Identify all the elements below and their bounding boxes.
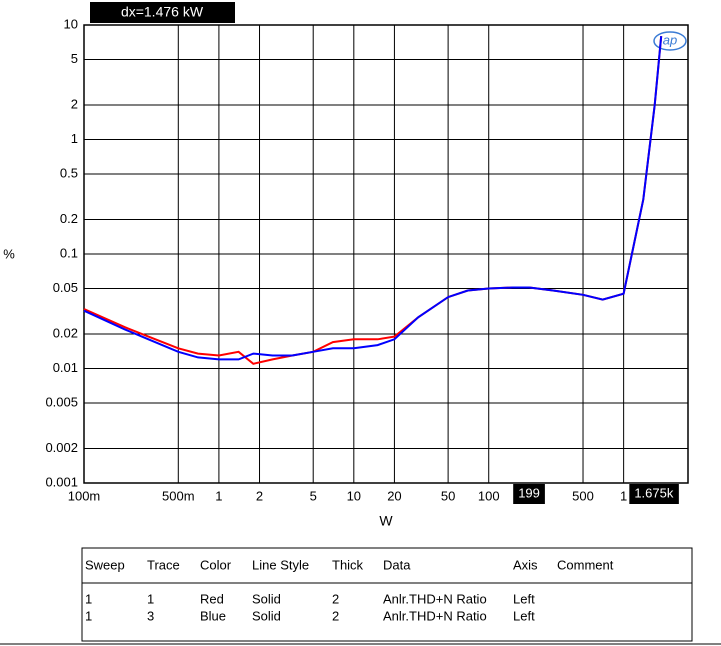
table-cell: Anlr.THD+N Ratio bbox=[383, 591, 487, 606]
y-tick-label: 0.5 bbox=[60, 165, 78, 180]
cursor-box bbox=[513, 484, 545, 504]
x-tick-label: 500 bbox=[572, 488, 594, 503]
y-tick-label: 0.005 bbox=[45, 394, 78, 409]
table-cell: Solid bbox=[252, 591, 281, 606]
x-tick-label: 500m bbox=[162, 488, 195, 503]
table-header: Trace bbox=[147, 557, 180, 572]
x-tick-label: 10 bbox=[347, 488, 361, 503]
cursor-label: 1.675k bbox=[634, 485, 674, 500]
cursor-label: 199 bbox=[518, 485, 540, 500]
y-tick-label: 0.2 bbox=[60, 211, 78, 226]
x-tick-label: 1 bbox=[215, 488, 222, 503]
x-tick-label: 100 bbox=[478, 488, 500, 503]
table-header: Sweep bbox=[85, 557, 125, 572]
table-cell: Left bbox=[513, 591, 535, 606]
y-tick-label: 2 bbox=[71, 96, 78, 111]
table-cell: Red bbox=[200, 591, 224, 606]
x-tick-label: 1 bbox=[620, 488, 627, 503]
y-tick-label: 0.02 bbox=[53, 325, 78, 340]
legend-table bbox=[81, 547, 693, 642]
x-tick-label: 2 bbox=[256, 488, 263, 503]
y-tick-label: 0.001 bbox=[45, 474, 78, 489]
table-cell: Anlr.THD+N Ratio bbox=[383, 608, 487, 623]
x-tick-label: 50 bbox=[441, 488, 455, 503]
x-tick-label: 100m bbox=[68, 488, 101, 503]
table-cell: Solid bbox=[252, 608, 281, 623]
x-axis-label: W bbox=[379, 513, 393, 529]
cursor-box bbox=[629, 484, 679, 504]
y-tick-label: 0.1 bbox=[60, 245, 78, 260]
y-tick-label: 0.002 bbox=[45, 440, 78, 455]
x-tick-label: 5 bbox=[310, 488, 317, 503]
svg-text:ap: ap bbox=[663, 32, 677, 47]
y-tick-label: 5 bbox=[71, 51, 78, 66]
table-cell: 2 bbox=[332, 608, 339, 623]
x-tick-label: 20 bbox=[387, 488, 401, 503]
table-header: Color bbox=[200, 557, 232, 572]
y-tick-label: 0.01 bbox=[53, 360, 78, 375]
table-header: Thick bbox=[332, 557, 364, 572]
table-cell: 1 bbox=[85, 608, 92, 623]
table-header: Axis bbox=[513, 557, 538, 572]
y-axis-label: % bbox=[3, 246, 15, 261]
table-cell: 3 bbox=[147, 608, 154, 623]
table-header: Data bbox=[383, 557, 411, 572]
table-cell: 1 bbox=[147, 591, 154, 606]
y-tick-label: 1 bbox=[71, 131, 78, 146]
ap-logo: ap bbox=[653, 31, 687, 51]
y-tick-label: 10 bbox=[64, 16, 78, 31]
y-tick-label: 0.05 bbox=[53, 280, 78, 295]
table-cell: Left bbox=[513, 608, 535, 623]
data-line bbox=[83, 36, 663, 361]
table-header: Line Style bbox=[252, 557, 309, 572]
table-cell: Blue bbox=[200, 608, 226, 623]
table-header: Comment bbox=[557, 557, 614, 572]
table-cell: 1 bbox=[85, 591, 92, 606]
readout: dx=1.476 kW bbox=[121, 4, 204, 20]
table-cell: 2 bbox=[332, 591, 339, 606]
readout-box bbox=[90, 2, 235, 23]
